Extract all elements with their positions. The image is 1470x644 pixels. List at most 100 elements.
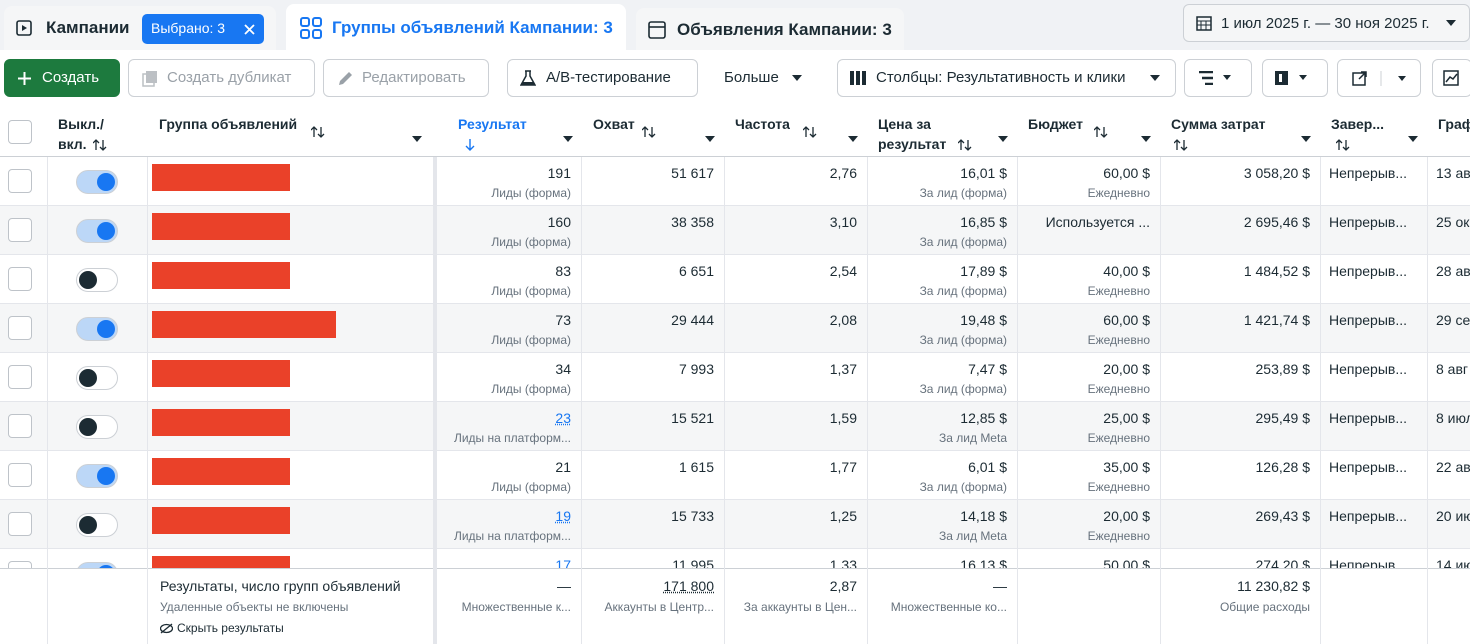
caret [1150, 75, 1160, 81]
duplicate-button[interactable]: Создать дубликат [128, 59, 315, 97]
column-header[interactable]: Сумма затрат [1171, 116, 1266, 132]
cost-value: 17,89 $ [960, 263, 1007, 279]
sort-icon-svg [310, 126, 325, 138]
status-toggle[interactable] [76, 170, 118, 194]
calendar-icon [1196, 16, 1212, 31]
sort-menu-caret-svg [998, 136, 1008, 142]
row-checkbox[interactable] [8, 512, 32, 536]
tab-campaigns[interactable]: Кампании Выбрано: 3 [4, 6, 276, 50]
column-divider [724, 107, 725, 644]
footer-reach: 171 800 [663, 578, 714, 594]
result-value: 34 [555, 361, 571, 377]
cost-label: За лид (форма) [919, 480, 1007, 494]
frequency-value: 1,77 [829, 459, 857, 475]
create-button[interactable]: Создать [4, 59, 120, 97]
column-header[interactable]: Завер... [1331, 116, 1384, 132]
edit-button[interactable]: Редактировать [323, 59, 489, 97]
row-checkbox[interactable] [8, 218, 32, 242]
status-toggle[interactable] [76, 366, 118, 390]
end-value: Непрерыв... [1329, 361, 1408, 377]
toggle-knob [79, 516, 97, 534]
redacted-name [152, 458, 290, 485]
tab-ads[interactable]: Объявления Кампании: 3 [636, 8, 904, 50]
status-toggle[interactable] [76, 317, 118, 341]
column-header[interactable]: Группа объявлений [159, 116, 298, 132]
budget-value: 60,00 $ [1103, 165, 1150, 181]
row-checkbox[interactable] [8, 267, 32, 291]
breakdown-button[interactable] [1184, 59, 1252, 97]
schedule-value: 28 ав [1436, 263, 1470, 279]
row-checkbox[interactable] [8, 365, 32, 389]
end-value: Непрерыв... [1329, 508, 1408, 524]
hide-results-link[interactable]: Скрыть результаты [177, 621, 284, 635]
budget-value: 60,00 $ [1103, 312, 1150, 328]
column-header[interactable]: Цена за результат [878, 116, 947, 152]
column-divider [47, 568, 48, 644]
ab-test-label: A/B-тестирование [546, 69, 671, 86]
frequency-value: 1,37 [829, 361, 857, 377]
row-checkbox[interactable] [8, 169, 32, 193]
result-label: Лиды (форма) [491, 284, 571, 298]
frequency-value: 2,08 [829, 312, 857, 328]
column-header[interactable]: Частота [735, 116, 790, 132]
cost-value: 16,01 $ [960, 165, 1007, 181]
end-value: Непрерыв... [1329, 312, 1408, 328]
column-header[interactable]: Охват [593, 116, 635, 132]
more-button[interactable]: Больше [714, 59, 814, 97]
column-header[interactable]: Выкл./ вкл. [58, 116, 104, 152]
status-toggle[interactable] [76, 415, 118, 439]
column-header[interactable]: Бюджет [1028, 116, 1083, 132]
status-toggle[interactable] [76, 513, 118, 537]
reach-value: 15 733 [671, 508, 714, 524]
clear-icon[interactable] [244, 24, 255, 35]
sort-menu-caret [563, 129, 573, 142]
toggle-knob [79, 418, 97, 436]
toggle-knob [97, 173, 115, 191]
chart-button[interactable] [1432, 59, 1470, 97]
end-value: Непрерыв... [1329, 165, 1408, 181]
spent-value: 1 421,74 $ [1243, 312, 1310, 328]
row-checkbox[interactable] [8, 463, 32, 487]
status-toggle[interactable] [76, 219, 118, 243]
schedule-value: 13 ав [1436, 165, 1470, 181]
row-checkbox[interactable] [8, 414, 32, 438]
columns-button[interactable]: Столбцы: Результативность и клики [837, 59, 1176, 97]
select-all-checkbox[interactable] [8, 120, 32, 144]
result-value: 21 [555, 459, 571, 475]
tab-label: Кампании [46, 18, 130, 37]
spent-value: 126,28 $ [1255, 459, 1311, 475]
selected-chip[interactable]: Выбрано: 3 [142, 14, 264, 44]
column-divider [1320, 107, 1321, 644]
budget-value: 25,00 $ [1103, 410, 1150, 426]
tab-label: Группы объявлений Кампании: 3 [332, 18, 613, 37]
column-header[interactable]: Результат [458, 116, 527, 132]
tab-adsets[interactable]: Группы объявлений Кампании: 3 [286, 4, 626, 52]
reports-button[interactable] [1262, 59, 1328, 97]
breakdown-icon [1199, 71, 1231, 85]
cost-label: За лид (форма) [919, 235, 1007, 249]
budget-value: 35,00 $ [1103, 459, 1150, 475]
footer-reach-label: Аккаунты в Центр... [604, 600, 714, 614]
result-value[interactable]: 19 [555, 508, 571, 524]
frequency-value: 3,10 [829, 214, 857, 230]
ad-icon [648, 21, 666, 39]
sort-icon-svg [92, 139, 107, 151]
sort-menu-caret-svg [563, 136, 573, 142]
schedule-value: 8 июл [1436, 410, 1470, 426]
status-toggle[interactable] [76, 464, 118, 488]
sort-icon [957, 138, 972, 151]
hide-icon-svg [159, 623, 174, 634]
status-toggle[interactable] [76, 268, 118, 292]
ab-test-button[interactable]: A/B-тестирование [507, 59, 698, 97]
sort-menu-caret-svg [1141, 136, 1151, 142]
row-checkbox[interactable] [8, 316, 32, 340]
column-header[interactable]: Граф [1438, 116, 1470, 132]
result-value[interactable]: 23 [555, 410, 571, 426]
date-picker[interactable]: 1 июл 2025 г. — 30 ноя 2025 г. [1183, 4, 1470, 42]
export-button[interactable] [1337, 59, 1421, 97]
redacted-name [152, 164, 290, 191]
result-label: Лиды (форма) [491, 382, 571, 396]
sort-menu-caret-svg [1408, 136, 1418, 142]
column-divider [1427, 107, 1428, 644]
budget-value: 40,00 $ [1103, 263, 1150, 279]
